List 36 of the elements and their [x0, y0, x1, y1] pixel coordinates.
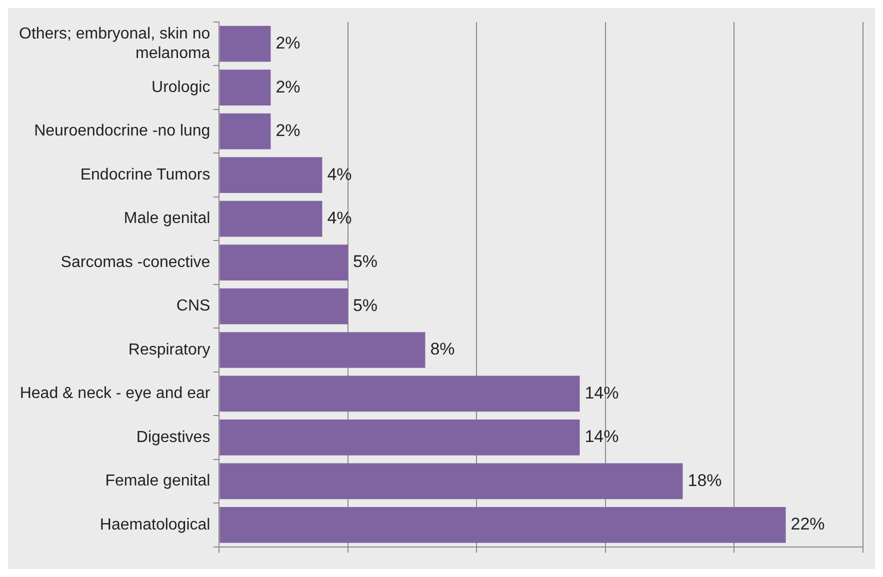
- y-tick-label: Head & neck - eye and ear: [20, 385, 211, 402]
- bar: [220, 463, 683, 500]
- y-tick-label: Respiratory: [128, 341, 210, 358]
- bar: [220, 420, 580, 456]
- data-label: 2%: [276, 34, 300, 53]
- bar: [220, 70, 271, 106]
- y-tick-label: Male genital: [124, 210, 210, 228]
- data-label: 5%: [352, 296, 378, 315]
- bar: [220, 26, 271, 62]
- bar: [220, 200, 322, 237]
- bar: [220, 332, 426, 368]
- bar: [220, 288, 348, 324]
- y-tick-label: Digestives: [136, 428, 210, 446]
- data-label: 22%: [790, 514, 825, 534]
- y-tick-label: Endocrine Tumors: [80, 166, 210, 184]
- data-label: 8%: [430, 340, 455, 359]
- data-label: 18%: [688, 470, 722, 490]
- y-tick-label: Haematological: [100, 516, 210, 534]
- bar: [220, 507, 786, 543]
- y-tick-label: Urologic: [152, 79, 210, 96]
- y-tick-label: Female genital: [105, 472, 210, 490]
- y-tick-label: Others; embryonal, skin no melanoma: [18, 26, 210, 62]
- data-label: 5%: [352, 252, 378, 272]
- y-tick-label: Sarcomas -conective: [60, 254, 210, 271]
- bar: [220, 376, 580, 412]
- data-label: 14%: [584, 427, 619, 446]
- bar: [220, 113, 271, 150]
- data-label: 2%: [276, 121, 300, 140]
- data-label: 14%: [584, 383, 619, 402]
- bar: [220, 244, 348, 280]
- y-tick-label: Neuroendocrine -no lung: [34, 122, 210, 140]
- data-label: 4%: [327, 208, 352, 228]
- data-label: 4%: [327, 164, 352, 184]
- data-label: 2%: [276, 77, 300, 96]
- y-tick-label: CNS: [176, 298, 210, 315]
- bar: [220, 157, 322, 193]
